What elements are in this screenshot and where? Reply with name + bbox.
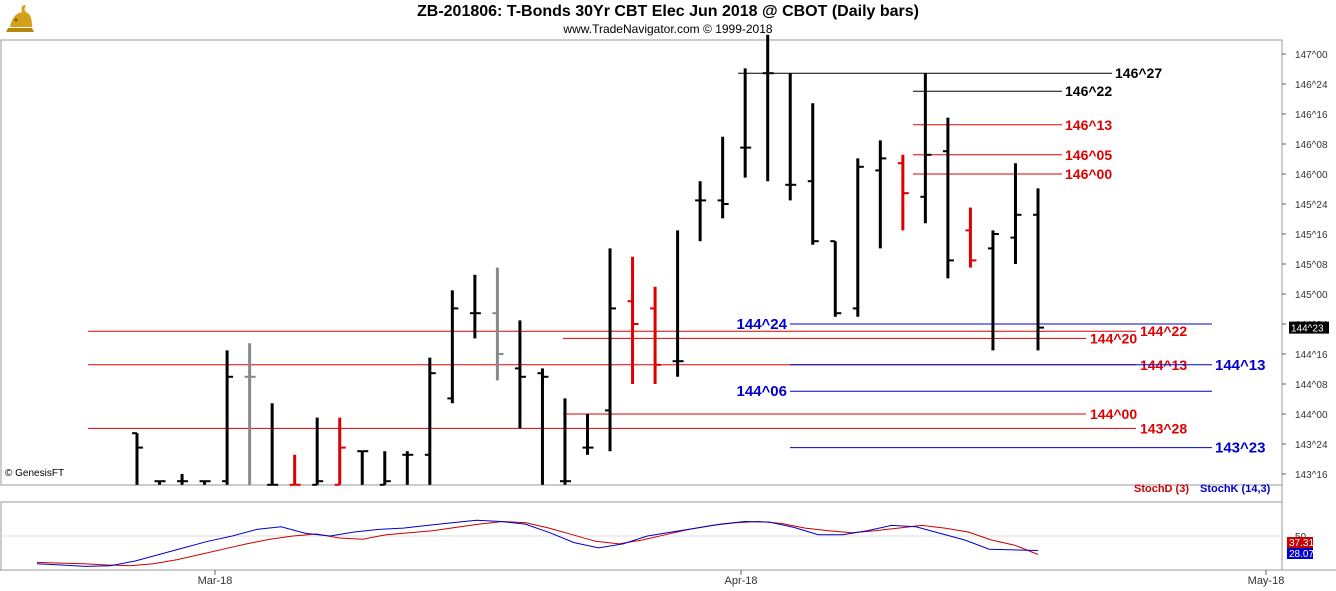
level-label: 144^06	[737, 383, 787, 400]
stochd-value: 37.31	[1289, 538, 1314, 549]
level-label: 146^05	[1065, 147, 1112, 163]
price-tick-label: 145^24	[1295, 200, 1328, 211]
price-tick-label: 147^00	[1295, 50, 1328, 61]
level-label: 144^00	[1090, 406, 1137, 422]
price-tick-label: 146^00	[1295, 170, 1328, 181]
level-label: 144^20	[1090, 330, 1137, 346]
bull-logo-icon	[2, 2, 38, 36]
legend-stochk: StochK (14,3)	[1200, 483, 1271, 495]
stochk-value-tag	[1287, 548, 1313, 559]
price-tick-label: 144^00	[1295, 410, 1328, 421]
level-label: 144^13	[1215, 357, 1265, 374]
stochd-value-tag	[1287, 537, 1313, 548]
last-price-marker	[1289, 321, 1329, 334]
price-tick-label: 145^08	[1295, 260, 1328, 271]
chart-title: ZB-201806: T-Bonds 30Yr CBT Elec Jun 201…	[417, 3, 919, 20]
price-tick-label: 144^08	[1295, 380, 1328, 391]
level-label: 143^28	[1140, 420, 1187, 436]
price-tick-label: 146^08	[1295, 140, 1328, 151]
level-label: 146^27	[1115, 65, 1162, 81]
stochk-value: 28.07	[1289, 549, 1314, 560]
price-tick-label: 145^00	[1295, 290, 1328, 301]
price-tick-label: 146^16	[1295, 110, 1328, 121]
stochd-line	[36, 520, 1039, 567]
price-tick-label: 143^16	[1295, 470, 1328, 481]
last-price-label: 144^23	[1291, 324, 1324, 335]
legend-stochd: StochD (3)	[1134, 483, 1189, 495]
chart-subtitle: www.TradeNavigator.com © 1999-2018	[563, 22, 773, 36]
date-tick-label: Mar-18	[198, 575, 233, 587]
price-tick-label: 143^24	[1295, 440, 1328, 451]
level-label: 146^13	[1065, 117, 1112, 133]
date-tick-label: Apr-18	[724, 575, 757, 587]
level-label: 144^24	[737, 316, 788, 333]
price-tick-label: 146^24	[1295, 80, 1328, 91]
level-label: 143^23	[1215, 440, 1265, 457]
level-label: 146^22	[1065, 83, 1112, 99]
date-tick-label: May-18	[1248, 575, 1285, 587]
price-tick-label: 145^16	[1295, 230, 1328, 241]
level-label: 144^22	[1140, 323, 1187, 339]
price-tick-label: 144^16	[1295, 350, 1328, 361]
stochk-line	[36, 519, 1039, 567]
level-label: 146^00	[1065, 166, 1112, 182]
credit-label: © GenesisFT	[5, 468, 65, 479]
